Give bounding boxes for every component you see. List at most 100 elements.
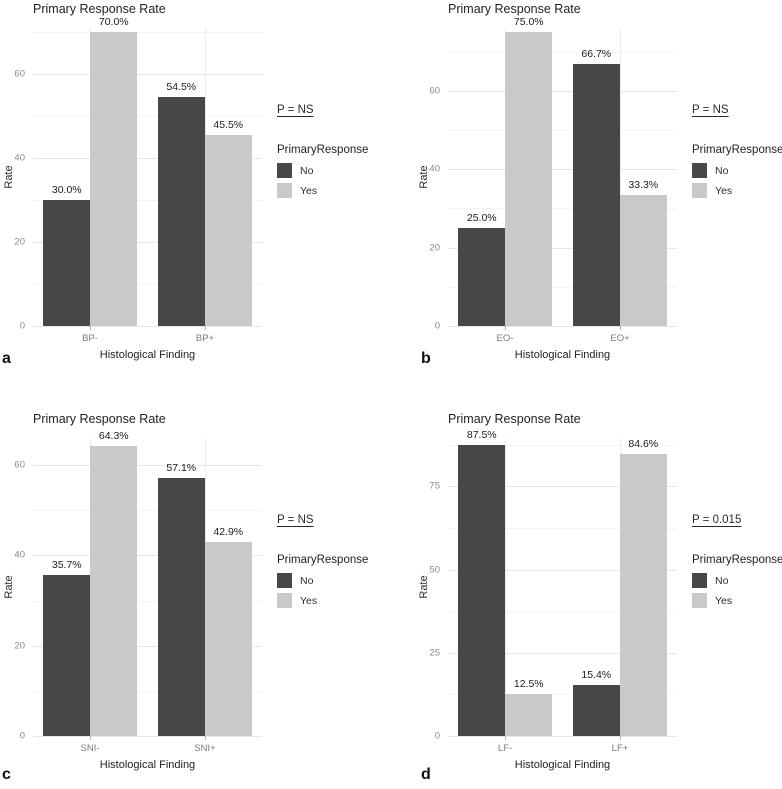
legend-item-label: Yes bbox=[715, 184, 733, 197]
grid-line-minor bbox=[448, 51, 677, 53]
legend: PrimaryResponse No Yes bbox=[692, 554, 782, 613]
grid-line-major bbox=[448, 486, 677, 488]
legend-swatch-yes bbox=[277, 183, 292, 198]
bar-value-label: 64.3% bbox=[98, 429, 129, 442]
grid-line-major bbox=[448, 736, 677, 737]
bar-value-label: 45.5% bbox=[213, 119, 244, 132]
x-axis-title: Histological Finding bbox=[514, 759, 611, 771]
legend-item-label: No bbox=[715, 574, 729, 587]
bar-value-label: 25.0% bbox=[466, 211, 497, 224]
x-tick-mark bbox=[505, 736, 506, 740]
grid-line-major bbox=[448, 169, 677, 171]
x-tick-mark bbox=[620, 736, 621, 740]
x-axis-title: Histological Finding bbox=[514, 349, 611, 361]
bar-value-label: 87.5% bbox=[466, 428, 497, 441]
grid-line-minor bbox=[33, 32, 262, 34]
chart-b: Primary Response Rate Rate 0 20 40 60 25.0%… bbox=[415, 0, 782, 378]
legend-item: No bbox=[692, 573, 782, 588]
y-axis-ticks: 0 25 50 75 bbox=[415, 438, 442, 742]
x-axis-title: Histological Finding bbox=[99, 759, 196, 771]
bar-value-label: 15.4% bbox=[581, 668, 612, 681]
bar-yes bbox=[90, 32, 138, 326]
x-tick-mark bbox=[90, 326, 91, 330]
bar-no bbox=[458, 444, 506, 736]
chart-a: Primary Response Rate Rate 0 20 40 60 30.0%… bbox=[0, 0, 369, 378]
grid-line-minor bbox=[33, 284, 262, 286]
grid-line-major bbox=[33, 242, 262, 244]
legend: PrimaryResponse No Yes bbox=[692, 144, 782, 203]
legend-item: No bbox=[277, 573, 368, 588]
grid-line-major bbox=[33, 74, 262, 76]
legend-swatch-no bbox=[692, 573, 707, 588]
bar-no bbox=[572, 64, 620, 326]
y-tick-label: 20 bbox=[429, 242, 440, 254]
panel-letter: c bbox=[2, 766, 11, 783]
grid-line-minor bbox=[448, 208, 677, 210]
legend-item-label: No bbox=[300, 574, 314, 587]
grid-line-major bbox=[448, 247, 677, 249]
grid-line-minor bbox=[33, 510, 262, 512]
bar-no bbox=[43, 200, 91, 326]
plot-area: 25.0% 75.0% 66.7% 33.3% bbox=[448, 16, 677, 327]
y-tick-label: 40 bbox=[429, 163, 440, 175]
grid-line-minor bbox=[448, 611, 677, 613]
y-tick-label: 0 bbox=[434, 730, 440, 742]
bar-value-label: 42.9% bbox=[213, 526, 244, 539]
bar-value-label: 84.6% bbox=[628, 438, 659, 451]
legend-item: No bbox=[277, 163, 368, 178]
x-tick-label: LF+ bbox=[611, 743, 629, 754]
legend-title: PrimaryResponse bbox=[277, 144, 369, 156]
grid-line-major bbox=[448, 569, 677, 571]
legend-swatch-yes bbox=[692, 593, 707, 608]
x-axis-ticks: SNI- SNI+ bbox=[33, 736, 262, 758]
grid-line-minor bbox=[33, 200, 262, 202]
bar-no bbox=[572, 684, 620, 736]
plot-area: 35.7% 64.3% 57.1% 42.9% bbox=[33, 430, 262, 737]
grid-line-major bbox=[448, 90, 677, 92]
bar-no bbox=[157, 478, 205, 736]
chart-title: Primary Response Rate bbox=[33, 412, 166, 426]
x-tick-mark bbox=[505, 326, 506, 330]
panel-d: Primary Response Rate Rate 0 25 50 75 87.5%… bbox=[391, 394, 782, 789]
legend-title: PrimaryResponse bbox=[692, 554, 782, 566]
grid-line-major bbox=[448, 326, 677, 327]
y-tick-label: 60 bbox=[14, 459, 25, 471]
panel-c: Primary Response Rate Rate 0 20 40 60 35.7%… bbox=[0, 394, 391, 789]
bar-no bbox=[458, 227, 506, 326]
x-axis-title: Histological Finding bbox=[99, 349, 196, 361]
grid-line-major bbox=[33, 555, 262, 557]
bar-yes bbox=[204, 135, 252, 326]
grid-line-major bbox=[33, 465, 262, 467]
panel-letter: d bbox=[421, 766, 431, 783]
bar-value-label: 57.1% bbox=[166, 462, 197, 475]
legend-item-label: No bbox=[300, 164, 314, 177]
panel-letter: a bbox=[2, 350, 11, 367]
p-value-label: P = NS bbox=[277, 514, 314, 526]
bar-value-label: 70.0% bbox=[98, 16, 129, 29]
y-tick-label: 0 bbox=[434, 320, 440, 332]
y-tick-label: 75 bbox=[429, 480, 440, 492]
bar-yes bbox=[505, 31, 553, 326]
legend-item: No bbox=[692, 163, 782, 178]
grid-line-minor bbox=[448, 444, 677, 446]
chart-title: Primary Response Rate bbox=[448, 2, 581, 16]
legend-item-label: Yes bbox=[715, 594, 733, 607]
grid-line-major bbox=[448, 652, 677, 654]
bar-no bbox=[157, 97, 205, 326]
bar-no bbox=[43, 574, 91, 736]
legend-item-label: Yes bbox=[300, 594, 318, 607]
plot-area: 87.5% 12.5% 15.4% 84.6% bbox=[448, 429, 677, 737]
x-tick-label: EO- bbox=[496, 333, 514, 344]
y-tick-label: 25 bbox=[429, 647, 440, 659]
chart-d: Primary Response Rate Rate 0 25 50 75 87.5%… bbox=[415, 410, 782, 788]
x-tick-label: EO+ bbox=[610, 333, 630, 344]
legend-item: Yes bbox=[692, 183, 782, 198]
y-tick-label: 0 bbox=[19, 320, 25, 332]
y-tick-label: 40 bbox=[14, 152, 25, 164]
y-axis-ticks: 0 20 40 60 bbox=[0, 438, 27, 742]
bar-yes bbox=[619, 195, 667, 326]
grid-line-minor bbox=[33, 600, 262, 602]
x-tick-mark bbox=[90, 736, 91, 740]
legend: PrimaryResponse No Yes bbox=[277, 554, 368, 613]
